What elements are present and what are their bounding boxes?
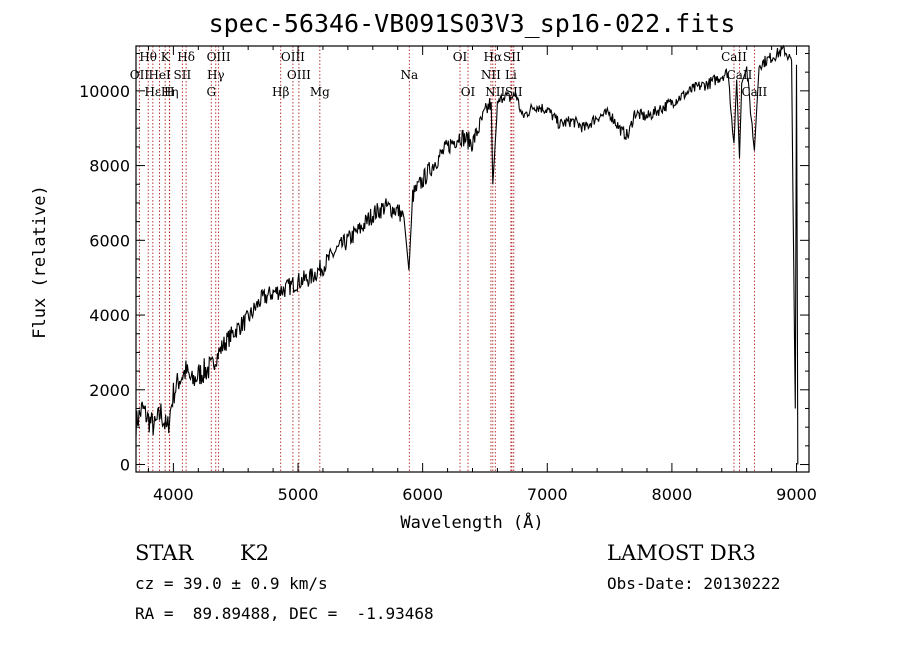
spectral-line-label: H	[164, 85, 174, 99]
spectral-line-label: HeI	[148, 68, 171, 82]
y-tick-label: 4000	[89, 306, 130, 325]
spectral-line-label: Hγ	[207, 68, 225, 82]
y-tick-label: 0	[120, 456, 130, 475]
y-tick-label: 6000	[89, 231, 130, 250]
x-tick-label: 6000	[402, 485, 443, 504]
x-axis-ticks: 4000 5000 6000 7000 8000 9000	[147, 46, 817, 504]
spectral-line-label: OIII	[287, 68, 311, 82]
obs-date: Obs-Date: 20130222	[607, 574, 780, 593]
object-subclass: K2	[240, 541, 269, 565]
y-tick-label: 10000	[79, 82, 130, 101]
x-tick-label: 4000	[153, 485, 194, 504]
spectral-line-label: NII	[485, 85, 505, 99]
spectral-line-label: OII	[130, 68, 150, 82]
chart-title: spec-56346-VB091S03V3_sp16-022.fits	[209, 9, 736, 38]
spectral-line-label: CaII	[721, 50, 747, 64]
y-axis-ticks: 0 2000 4000 6000 8000 10000	[79, 52, 809, 475]
spectral-line-label: OI	[453, 50, 468, 64]
spectral-line-label: Hθ	[139, 50, 157, 64]
spectral-line-label: OI	[461, 85, 476, 99]
spectral-line-label: Na	[400, 68, 418, 82]
x-tick-label: 5000	[278, 485, 319, 504]
x-tick-label: 9000	[776, 485, 817, 504]
x-tick-label: 8000	[652, 485, 693, 504]
y-axis-label: Flux (relative)	[30, 185, 50, 339]
spectral-line-label: OIII	[207, 50, 231, 64]
spectral-line-label: SII	[174, 68, 192, 82]
spectral-line-label: Li	[505, 68, 517, 82]
spectral-line-label: Hα	[484, 50, 503, 64]
spectrum-line	[135, 44, 799, 465]
y-tick-label: 8000	[89, 157, 130, 176]
spectral-line-label: CaII	[741, 85, 767, 99]
spectral-line-label: SII	[503, 50, 521, 64]
spectral-line-label: Hη	[161, 85, 179, 99]
plot-frame	[135, 45, 810, 473]
spectral-line-label: Hε	[144, 85, 161, 99]
y-tick-label: 2000	[89, 381, 130, 400]
redshift-info: cz = 39.0 ± 0.9 km/s	[135, 574, 328, 593]
spectral-line-label: NII	[481, 68, 501, 82]
coordinates: RA = 89.89488, DEC = -1.93468	[135, 604, 434, 623]
spectral-line-label: Hβ	[272, 85, 289, 99]
x-tick-label: 7000	[527, 485, 568, 504]
spectral-line-label: K	[161, 50, 171, 64]
spectral-line-label: Hδ	[177, 50, 195, 64]
spectral-line-label: Mg	[310, 85, 330, 99]
survey-name: LAMOST DR3	[607, 541, 756, 565]
spectral-line-label: OIII	[281, 50, 305, 64]
spectral-line-label: G	[207, 85, 217, 99]
object-class: STAR	[135, 541, 194, 565]
x-axis-label: Wavelength (Å)	[400, 511, 543, 533]
